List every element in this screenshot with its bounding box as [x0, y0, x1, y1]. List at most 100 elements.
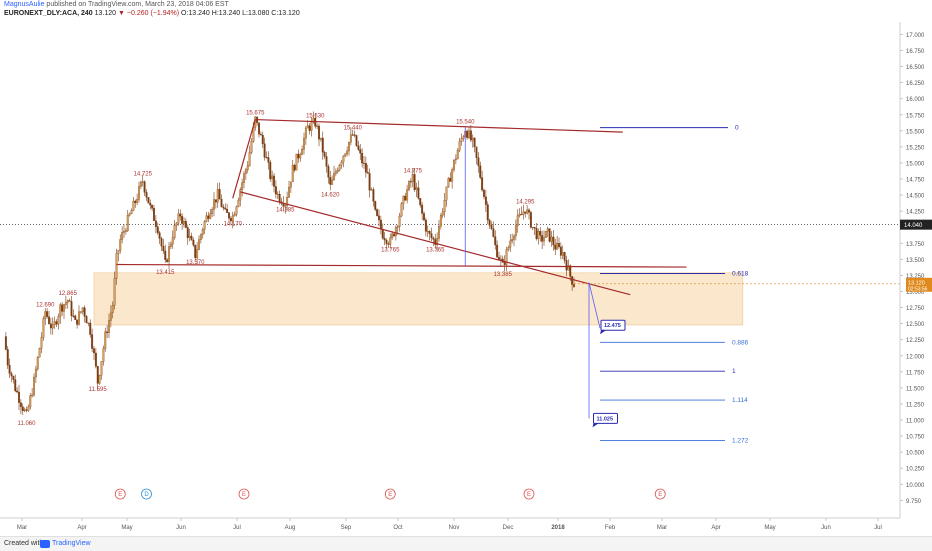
target-callout-label: 12.475 [604, 323, 621, 329]
lower-descending-line[interactable] [232, 119, 256, 199]
candle-body [53, 321, 56, 325]
candle-body [179, 213, 182, 217]
candle-body [387, 243, 390, 245]
candle-body [293, 164, 296, 171]
candle-body [475, 146, 478, 158]
candle-body [68, 300, 71, 302]
candle-body [128, 213, 131, 216]
candle-body [237, 199, 240, 207]
tradingview-icon [40, 540, 50, 548]
candle-body [158, 232, 161, 239]
fib-level-label: 0.886 [732, 339, 749, 346]
candle-body [164, 250, 167, 260]
candle-body [153, 207, 155, 221]
candle-body [201, 229, 204, 235]
candle-body [533, 226, 536, 229]
symbol-name[interactable]: EURONEXT_DLY:ACA, 240 [4, 10, 93, 17]
candle-body [49, 323, 52, 329]
candle-body [477, 157, 480, 166]
event-marker-icon[interactable] [238, 488, 250, 500]
candle-body [299, 154, 302, 159]
candle-body [460, 138, 463, 142]
candle-body [218, 189, 221, 200]
swing-price-label: 14.295 [516, 199, 535, 205]
price-chart[interactable]: 0 0.618 0.886 1 1.114 1.272 12.475 11.025 11.06… [0, 22, 932, 536]
candle-body [413, 174, 416, 190]
horizontal-support-line[interactable] [116, 263, 687, 268]
candle-body [537, 231, 540, 240]
price-tick-label: 10.000 [906, 483, 925, 489]
candle-body [14, 379, 17, 392]
candle-body [411, 174, 414, 182]
candle-body [21, 406, 24, 411]
candle-body [196, 249, 199, 258]
target-callout[interactable] [593, 412, 618, 424]
candle-body [160, 238, 163, 247]
candle-body [59, 304, 62, 317]
candle-body [87, 322, 90, 324]
candle-body [286, 197, 289, 206]
candle-body [104, 331, 107, 349]
target-callout[interactable] [600, 319, 626, 331]
candle-body [156, 226, 159, 233]
candle-body [83, 307, 86, 317]
time-tick-label: Dec [503, 525, 514, 531]
event-marker-icon[interactable] [114, 488, 126, 500]
event-marker-label: E [527, 492, 531, 498]
candle-body [244, 169, 247, 174]
price-tick-label: 10.250 [906, 467, 925, 473]
price-tick-label: 13.750 [906, 242, 925, 248]
candle-body [297, 153, 300, 159]
candle-body [505, 249, 508, 265]
candle-body [469, 130, 472, 141]
candle-body [109, 312, 112, 321]
time-tick-label: Sep [341, 525, 352, 531]
candle-body [454, 158, 457, 161]
candle-body [509, 240, 512, 248]
candle-body [143, 181, 146, 193]
candle-body [383, 238, 386, 241]
upper-resistance-line[interactable] [255, 118, 623, 133]
candle-body [36, 357, 39, 370]
candle-body [18, 391, 20, 403]
candle-body [544, 231, 547, 238]
time-tick-label: Apr [77, 525, 86, 531]
candle-body [85, 316, 88, 324]
author-link[interactable]: MagnusAulie [4, 1, 45, 8]
candle-body [565, 260, 568, 271]
candle-body [33, 376, 35, 396]
candle-body [498, 256, 500, 260]
price-tick-label: 16.500 [906, 65, 925, 71]
candle-body [318, 125, 320, 140]
candle-body [132, 200, 135, 211]
candle-body [186, 227, 189, 238]
candle-body [102, 348, 105, 362]
candle-body [404, 195, 407, 201]
swing-price-label: 15.440 [344, 126, 363, 132]
candle-body [70, 301, 73, 317]
price-tick-label: 10.500 [906, 451, 925, 457]
swing-price-label: 14.170 [224, 221, 243, 227]
candle-body [205, 215, 208, 222]
candle-body [98, 375, 101, 384]
candle-body [428, 231, 431, 234]
candle-body [89, 322, 92, 335]
candle-body [295, 153, 298, 171]
swing-price-label: 14.725 [134, 172, 153, 178]
candle-body [441, 211, 444, 216]
candle-body [331, 179, 334, 185]
bar-countdown-label: 02:53:56 [908, 286, 928, 292]
candle-body [351, 134, 354, 136]
event-marker-icon[interactable] [384, 488, 396, 500]
event-marker-icon[interactable] [141, 488, 152, 500]
price-change: ▼ −0.260 (−1.94%) [118, 10, 180, 17]
swing-price-label: 12.690 [36, 302, 55, 308]
event-marker-icon[interactable] [523, 488, 535, 500]
candle-body [426, 231, 429, 233]
tradingview-logo[interactable]: TradingView [40, 538, 91, 548]
event-marker-icon[interactable] [654, 488, 666, 500]
candle-body [199, 234, 202, 240]
candle-body [571, 276, 574, 285]
falling-support-line[interactable] [240, 191, 631, 296]
candle-body [423, 213, 425, 221]
